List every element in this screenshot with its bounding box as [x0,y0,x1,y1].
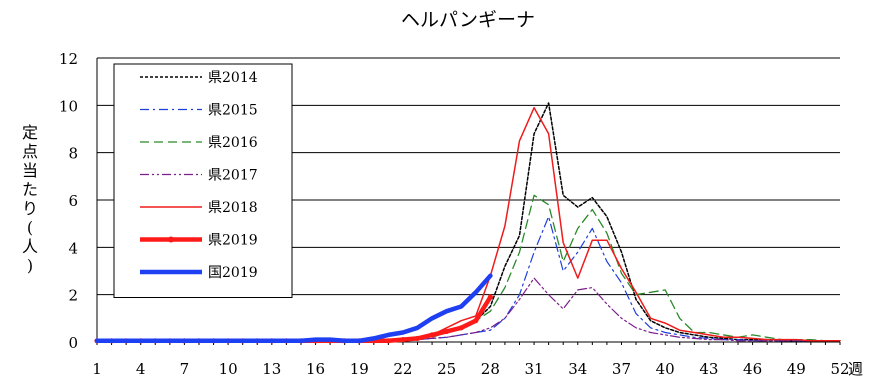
y-axis-label-char: ( [27,218,33,237]
y-tick-label: 10 [59,97,78,115]
legend-marker [168,236,174,243]
chart-title: ヘルパンギーナ [401,9,535,31]
x-tick-label: 28 [481,360,500,378]
x-tick-label: 19 [350,360,369,378]
y-tick-label: 8 [68,145,78,163]
x-tick-label: 22 [393,360,412,378]
x-tick-label: 10 [219,360,238,378]
y-axis-label-char: 当 [22,161,38,180]
y-tick-label: 2 [68,287,78,305]
y-axis-label-text: 定点当たり(人) [22,123,38,275]
legend-label: 県2019 [208,233,258,249]
series-line-国2019 [94,273,493,344]
x-axis-label: 週 [848,360,863,378]
x-tick-label: 25 [437,360,456,378]
legend-label: 国2019 [208,265,258,281]
y-axis-ticks: 0 2 4 6 8 10 12 [59,50,78,352]
x-tick-label: 31 [525,360,544,378]
series-point [385,338,391,344]
x-tick-label: 49 [787,360,806,378]
x-tick-label: 43 [699,360,718,378]
x-tick-label: 16 [306,360,325,378]
series-point [458,325,464,331]
y-tick-label: 12 [59,50,78,68]
y-axis-label-char: た [22,180,38,199]
y-axis-label-char: 定 [22,123,38,142]
series-layer [94,102,841,344]
legend: 県2014 県2015 県2016 県2017 県2018 県2019 国2019 [113,63,293,298]
x-tick-label: 52 [830,360,849,378]
series-point [444,328,450,334]
legend-box [113,63,293,298]
x-axis-ticks: 1 4 7 10 13 16 19 22 25 28 31 34 37 40 43 46 49 52 [92,342,850,378]
series-point [429,332,435,338]
series-point [414,335,421,342]
series-point [473,318,479,324]
legend-label: 県2017 [208,168,258,184]
y-axis-label-char: り [22,199,38,218]
series-point [487,294,493,300]
x-tick-label: 4 [136,360,146,378]
legend-label: 県2015 [208,103,258,119]
series-point [400,337,406,343]
y-axis-label-char: ) [27,256,33,275]
x-tick-label: 37 [612,360,631,378]
x-tick-label: 13 [262,360,281,378]
legend-label: 県2014 [208,70,258,86]
series-line-県2016 [96,194,841,342]
x-tick-label: 40 [656,360,675,378]
legend-label: 県2016 [208,135,258,151]
y-tick-label: 4 [68,239,78,257]
legend-label: 県2018 [208,200,258,216]
y-axis-label-char: 人 [22,237,38,256]
x-tick-label: 1 [92,360,102,378]
y-axis-label: 定点当たり(人) [22,123,38,275]
x-tick-label: 7 [180,360,190,378]
x-tick-label: 34 [568,360,587,378]
x-tick-label: 46 [743,360,762,378]
y-axis-label-char: 点 [22,142,38,161]
y-tick-label: 0 [68,334,78,352]
y-tick-label: 6 [68,192,78,210]
